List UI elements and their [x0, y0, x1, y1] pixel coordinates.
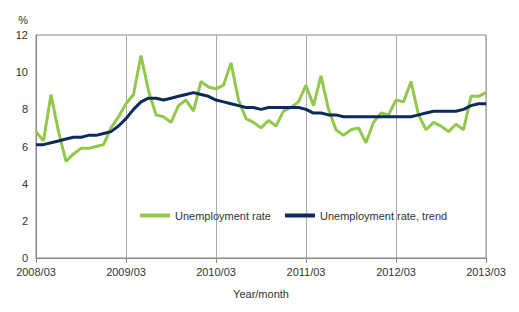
svg-text:2012/03: 2012/03 [376, 266, 416, 278]
svg-text:12: 12 [16, 29, 28, 41]
svg-text:4: 4 [22, 178, 28, 190]
svg-text:Year/month: Year/month [233, 288, 289, 300]
svg-text:2013/03: 2013/03 [466, 266, 506, 278]
svg-text:2008/03: 2008/03 [16, 266, 56, 278]
svg-text:0: 0 [22, 252, 28, 264]
svg-text:2011/03: 2011/03 [287, 266, 326, 278]
svg-text:10: 10 [16, 66, 28, 78]
svg-text:%: % [18, 14, 28, 26]
svg-text:2: 2 [22, 215, 28, 227]
svg-text:2010/03: 2010/03 [196, 266, 236, 278]
svg-text:Unemployment rate, trend: Unemployment rate, trend [320, 210, 447, 222]
svg-text:6: 6 [22, 141, 28, 153]
svg-text:8: 8 [22, 103, 28, 115]
svg-text:2009/03: 2009/03 [106, 266, 146, 278]
svg-text:Unemployment rate: Unemployment rate [175, 210, 271, 222]
